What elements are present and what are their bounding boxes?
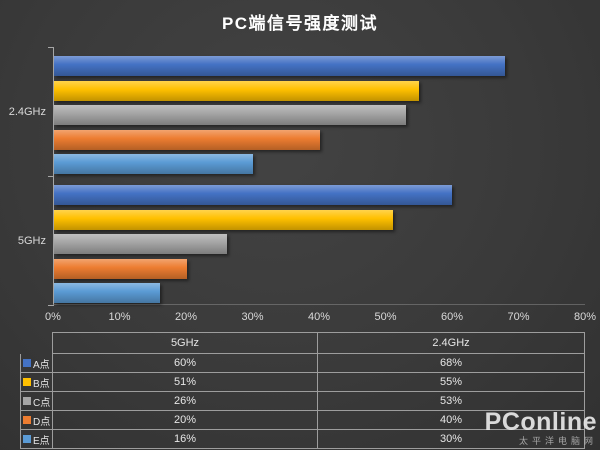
- category-axis: 2.4GHz 5GHz: [0, 47, 46, 305]
- table-value-B点-5GHz: 51%: [53, 373, 318, 392]
- y-axis-tick: [48, 47, 54, 48]
- table-value-D点-2.4GHz: 40%: [318, 411, 585, 430]
- bar-C点-2.4GHz: [54, 105, 406, 125]
- bar-D点-2.4GHz: [54, 129, 320, 150]
- bar-A点-5GHz: [54, 185, 453, 205]
- bar-A点-2.4GHz: [54, 56, 506, 76]
- legend-swatch-D点: [23, 416, 31, 424]
- table-value-D点-5GHz: 20%: [53, 411, 318, 430]
- legend-cell-A点: A点: [20, 354, 53, 373]
- plot-groups: [54, 47, 585, 305]
- data-table: 5GHz 2.4GHz A点 60% 68% B点 51% 55% C点 26% 53% D点 20% 4…: [20, 332, 585, 449]
- bar-C点-5GHz: [54, 234, 227, 254]
- legend-swatch-C点: [23, 397, 31, 405]
- x-tick-label-40%: 40%: [307, 311, 331, 323]
- table-value-A点-2.4GHz: 68%: [318, 354, 585, 373]
- y-axis-tick: [48, 176, 54, 177]
- bar-E点-2.4GHz: [54, 154, 254, 174]
- x-axis: 0% 10% 20% 30% 40% 50% 60% 70% 80%: [45, 311, 596, 325]
- watermark: PConline 太平洋电脑网: [485, 410, 597, 446]
- x-tick-label-80%: 80%: [573, 311, 597, 323]
- x-tick-label-20%: 20%: [174, 311, 198, 323]
- plot-area: [48, 47, 585, 306]
- bar-group-2.4GHz: [54, 47, 585, 176]
- legend-label: A点: [33, 359, 50, 371]
- table-value-C点-5GHz: 26%: [53, 392, 318, 411]
- table-header-5GHz: 5GHz: [53, 332, 318, 354]
- legend-label: B点: [33, 378, 50, 390]
- category-label-5GHz: 5GHz: [17, 234, 46, 247]
- x-tick-label-50%: 50%: [374, 311, 397, 323]
- bar-B点-5GHz: [54, 209, 393, 230]
- table-corner-cell: [20, 332, 53, 354]
- legend-label: E点: [33, 435, 50, 447]
- legend-cell-D点: D点: [20, 411, 53, 430]
- watermark-logo: PConline: [484, 408, 597, 436]
- legend-swatch-B点: [23, 378, 31, 386]
- bar-B点-2.4GHz: [54, 80, 420, 101]
- table-value-E点-5GHz: 16%: [53, 430, 318, 449]
- y-axis-tick: [48, 305, 54, 306]
- legend-swatch-A点: [23, 359, 31, 367]
- category-label-2.4GHz: 2.4GHz: [8, 105, 46, 118]
- legend-cell-B点: B点: [20, 373, 53, 392]
- table-value-B点-2.4GHz: 55%: [318, 373, 585, 392]
- bar-E点-5GHz: [54, 283, 161, 303]
- x-tick-label-0%: 0%: [45, 311, 61, 323]
- x-tick-label-10%: 10%: [108, 311, 131, 323]
- x-tick-label-70%: 70%: [507, 311, 530, 323]
- legend-cell-C点: C点: [20, 392, 53, 411]
- watermark-subtext: 太平洋电脑网: [518, 436, 597, 446]
- bar-group-5GHz: [54, 176, 585, 305]
- legend-label: C点: [33, 397, 51, 409]
- chart-title: PC端信号强度测试: [221, 14, 379, 33]
- x-tick-label-30%: 30%: [241, 311, 264, 323]
- table-value-E点-2.4GHz: 30%: [318, 430, 585, 449]
- table-value-C点-2.4GHz: 53%: [318, 392, 585, 411]
- table-value-A点-5GHz: 60%: [53, 354, 318, 373]
- legend-cell-E点: E点: [20, 430, 53, 449]
- legend-swatch-E点: [23, 435, 31, 443]
- table-header-2.4GHz: 2.4GHz: [318, 332, 585, 354]
- legend-label: D点: [33, 416, 51, 428]
- bar-D点-5GHz: [54, 258, 187, 279]
- x-tick-label-60%: 60%: [440, 311, 464, 323]
